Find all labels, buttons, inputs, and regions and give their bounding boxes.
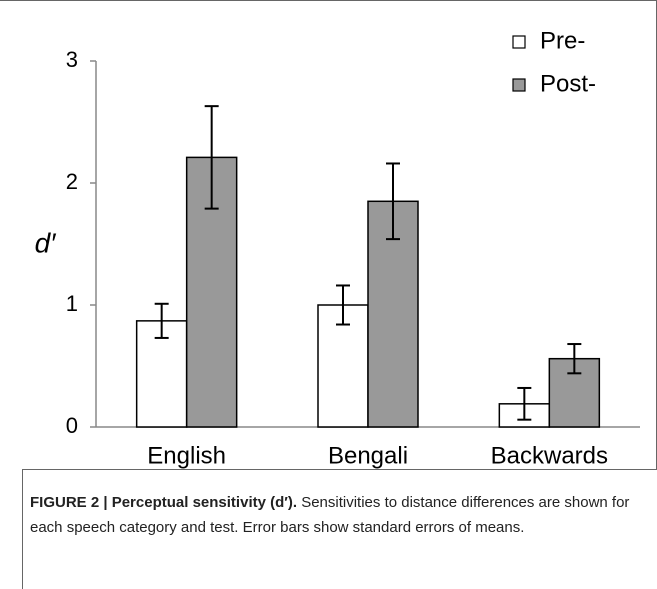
legend-label: Post- [540,70,596,97]
error-bar [517,386,532,421]
legend-swatch [512,35,526,49]
y-tick-label: 2 [66,169,78,194]
x-tick-label: Bengali [328,442,408,469]
x-tick-label: Backwards [491,442,608,469]
y-tick-label: 0 [66,413,78,438]
error-bar [567,343,582,375]
x-tick-label: English [147,442,226,469]
caption-frame [22,470,23,589]
error-bar [386,162,400,241]
y-tick-label: 1 [66,291,78,316]
caption-label: FIGURE 2 | Perceptual sensitivity (d′). [30,494,298,511]
caption: FIGURE 2 | Perceptual sensitivity (d′). … [30,490,652,540]
chart: d′ 0 1 2 3 English Bengali Backwards Pre- Post- [0,0,657,470]
y-tick-label: 3 [66,47,78,72]
legend-label: Pre- [540,27,585,54]
legend-swatch [512,78,526,92]
error-bar [336,284,350,326]
error-bar [154,302,169,339]
error-bar [204,105,219,210]
y-axis-label: d′ [35,227,58,258]
caption-text: Sensitivities to distance differences ar… [30,494,630,536]
